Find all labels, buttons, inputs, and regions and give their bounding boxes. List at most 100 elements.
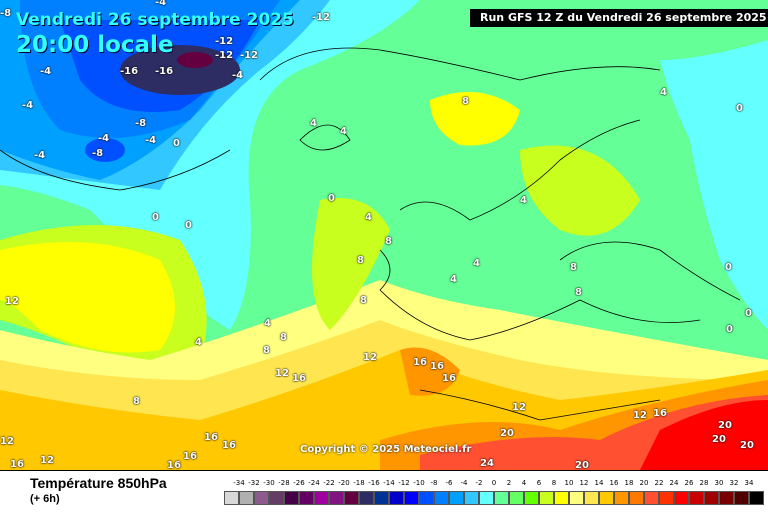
legend-label: 28 xyxy=(699,479,709,487)
isotherm-label: 0 xyxy=(152,212,159,223)
legend-label: -14 xyxy=(383,479,395,487)
isotherm-label: 20 xyxy=(500,428,514,439)
isotherm-label: 16 xyxy=(430,361,444,372)
isotherm-label: 16 xyxy=(292,373,306,384)
isotherm-label: -8 xyxy=(135,118,147,129)
legend-swatch xyxy=(704,491,719,505)
isotherm-label: -16 xyxy=(120,66,139,77)
legend-label: 2 xyxy=(506,479,512,487)
legend-label: 22 xyxy=(654,479,664,487)
isotherm-label: -12 xyxy=(215,50,234,61)
legend-swatch xyxy=(659,491,674,505)
legend-label: -20 xyxy=(338,479,350,487)
legend-swatch xyxy=(689,491,704,505)
isotherm-label: 16 xyxy=(204,432,218,443)
isotherm-label: 4 xyxy=(473,258,480,269)
isotherm-label: 4 xyxy=(450,274,457,285)
isotherm-label: 16 xyxy=(167,460,181,470)
legend-swatch xyxy=(479,491,494,505)
forecast-offset: (+ 6h) xyxy=(30,493,60,505)
isotherm-label: 8 xyxy=(570,262,577,273)
legend-label: 8 xyxy=(551,479,557,487)
isotherm-label: 12 xyxy=(363,352,377,363)
legend-label: 16 xyxy=(609,479,619,487)
isotherm-label: 20 xyxy=(575,460,589,470)
isotherm-label: 16 xyxy=(442,373,456,384)
legend-swatch xyxy=(554,491,569,505)
legend-swatch xyxy=(644,491,659,505)
isotherm-label: 4 xyxy=(264,318,271,329)
legend-label: -4 xyxy=(460,479,468,487)
isotherm-label: 4 xyxy=(195,337,202,348)
legend-label: -24 xyxy=(308,479,320,487)
legend-label: -32 xyxy=(248,479,260,487)
isotherm-label: 4 xyxy=(310,118,317,129)
temperature-field xyxy=(0,0,768,470)
isotherm-label: 4 xyxy=(520,195,527,206)
copyright: Copyright © 2025 Meteociel.fr xyxy=(300,444,472,455)
legend-label: 34 xyxy=(744,479,754,487)
isotherm-label: 8 xyxy=(360,295,367,306)
isotherm-label: -4 xyxy=(145,135,157,146)
isotherm-label: 20 xyxy=(712,434,726,445)
isotherm-label: 16 xyxy=(653,408,667,419)
isotherm-label: -4 xyxy=(40,66,52,77)
legend-label: 10 xyxy=(564,479,574,487)
isotherm-label: 16 xyxy=(183,451,197,462)
legend-swatch xyxy=(419,491,434,505)
isotherm-label: -4 xyxy=(22,100,34,111)
legend-label: -12 xyxy=(398,479,410,487)
isotherm-label: 12 xyxy=(633,410,647,421)
isotherm-label: -12 xyxy=(312,12,331,23)
legend-swatch xyxy=(254,491,269,505)
legend-swatch xyxy=(269,491,284,505)
isotherm-label: 12 xyxy=(40,455,54,466)
isotherm-label: 8 xyxy=(462,96,469,107)
legend-swatch xyxy=(749,491,764,505)
isotherm-label: 16 xyxy=(413,357,427,368)
isotherm-label: 8 xyxy=(575,287,582,298)
legend-swatch xyxy=(464,491,479,505)
legend-swatch xyxy=(599,491,614,505)
legend-swatch xyxy=(434,491,449,505)
isotherm-label: -8 xyxy=(92,148,104,159)
legend-swatch xyxy=(614,491,629,505)
isotherm-label: 16 xyxy=(222,440,236,451)
isotherm-label: 4 xyxy=(340,126,347,137)
isotherm-label: 8 xyxy=(263,345,270,356)
model-run-banner: Run GFS 12 Z du Vendredi 26 septembre 20… xyxy=(470,9,768,27)
isotherm-label: -12 xyxy=(215,36,234,47)
isotherm-label: 12 xyxy=(512,402,526,413)
legend-label: -8 xyxy=(430,479,438,487)
isotherm-label: 24 xyxy=(480,458,494,469)
isotherm-label: 8 xyxy=(133,396,140,407)
isotherm-label: 12 xyxy=(275,368,289,379)
isotherm-label: 4 xyxy=(365,212,372,223)
isotherm-label: 12 xyxy=(5,296,19,307)
isotherm-label: 8 xyxy=(385,236,392,247)
legend-label: 20 xyxy=(639,479,649,487)
legend-swatch xyxy=(674,491,689,505)
legend-label: 14 xyxy=(594,479,604,487)
legend-swatch xyxy=(494,491,509,505)
legend-swatch xyxy=(284,491,299,505)
legend-label: -16 xyxy=(368,479,380,487)
forecast-date: Vendredi 26 septembre 2025 xyxy=(16,10,294,30)
legend-label: 24 xyxy=(669,479,679,487)
isotherm-label: 8 xyxy=(280,332,287,343)
legend-label: -22 xyxy=(323,479,335,487)
isotherm-label: -4 xyxy=(155,0,167,8)
legend-footer: Température 850hPa (+ 6h) -34 -32 -30 -28 -2… xyxy=(0,470,768,513)
legend-label: -10 xyxy=(413,479,425,487)
legend-swatch xyxy=(224,491,239,505)
legend-swatch xyxy=(734,491,749,505)
legend-label: -34 xyxy=(233,479,245,487)
legend-label: -2 xyxy=(475,479,483,487)
legend-swatch xyxy=(314,491,329,505)
isotherm-label: 8 xyxy=(357,255,364,266)
isotherm-label: 16 xyxy=(10,459,24,470)
legend-label: 12 xyxy=(579,479,589,487)
legend-label: 26 xyxy=(684,479,694,487)
legend-label: 18 xyxy=(624,479,634,487)
legend-swatch xyxy=(629,491,644,505)
